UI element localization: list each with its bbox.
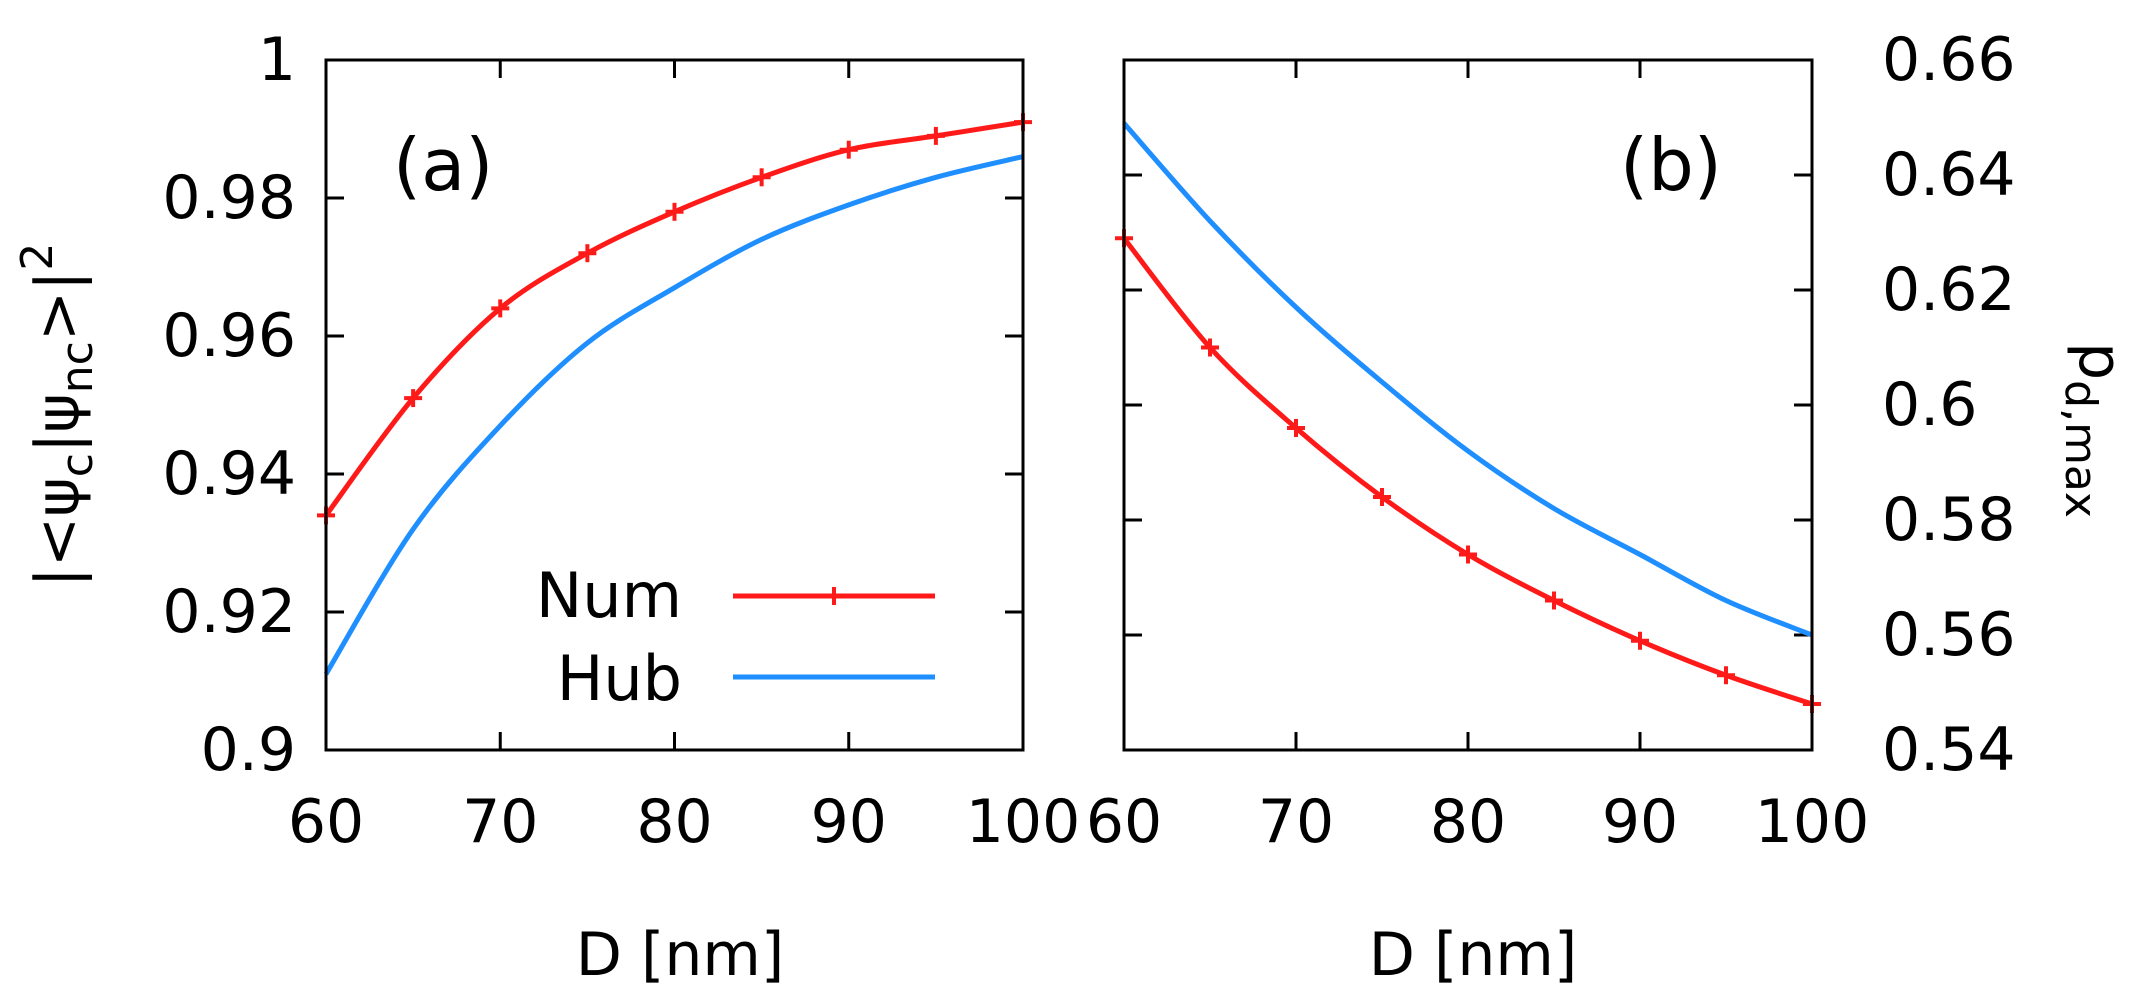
legend-label-num: Num [536, 559, 682, 632]
y-tick-label: 0.54 [1882, 715, 2016, 785]
y-tick-label: 0.56 [1882, 600, 2016, 670]
data-point-num [1545, 591, 1563, 610]
panel-a-y-axis-title: |<ψc|ψnc>|2 [12, 243, 103, 588]
data-point-num [578, 244, 597, 263]
data-point-num [665, 202, 684, 221]
panel-a-x-tick-labels: 60 70 80 90 100 [288, 787, 1080, 857]
y-tick-label: 1 [258, 25, 296, 95]
data-point-num [1373, 488, 1391, 506]
y-tick-label: 0.94 [162, 439, 296, 509]
y-tick-label: 0.64 [1882, 140, 2016, 210]
legend-marker-cross [825, 587, 843, 605]
series-line-num [323, 119, 1024, 517]
x-tick-label: 80 [636, 787, 712, 857]
x-tick-label: 100 [1755, 787, 1870, 857]
y-tick-label: 0.96 [162, 301, 296, 371]
y-tick-label: 0.58 [1882, 485, 2016, 555]
y-tick-label: 0.98 [162, 163, 296, 233]
x-tick-label: 60 [288, 787, 364, 857]
x-tick-label: 100 [966, 787, 1081, 857]
y-tick-label: 0.62 [1882, 255, 2016, 325]
panel-b-label: (b) [1620, 123, 1722, 207]
panel-a-y-tick-labels: 0.9 0.92 0.94 0.96 0.98 1 [162, 25, 296, 785]
series-line-hub [1122, 121, 1813, 638]
panel-b-frame [1122, 58, 1814, 752]
data-point-num [1459, 545, 1477, 564]
data-point-num [1717, 666, 1735, 685]
panel-a-label: (a) [393, 123, 493, 207]
data-point-num [752, 168, 771, 187]
data-point-num [404, 389, 423, 408]
data-point-num [1287, 419, 1305, 437]
panel-b-x-tick-labels: 60 70 80 90 100 [1086, 787, 1869, 857]
x-tick-label: 80 [1430, 787, 1506, 857]
x-tick-label: 60 [1086, 787, 1162, 857]
x-tick-label: 70 [1258, 787, 1334, 857]
panel-a-x-axis-title: D [nm] [576, 920, 785, 990]
legend: Num Hub [536, 559, 935, 715]
data-point-num [1201, 338, 1219, 357]
data-point-num [926, 126, 945, 145]
panel-a: 0.9 0.92 0.94 0.96 0.98 1 60 70 80 90 100 (a) D [… [12, 25, 1080, 990]
y-tick-label: 0.92 [162, 577, 296, 647]
x-tick-label: 90 [1602, 787, 1678, 857]
series-line-hub [323, 154, 1024, 676]
x-tick-label: 70 [462, 787, 538, 857]
y-tick-label: 0.6 [1882, 370, 1977, 440]
x-tick-label: 90 [811, 787, 887, 857]
data-point-num [1631, 631, 1649, 650]
legend-marker-num [825, 587, 843, 605]
data-point-num [491, 299, 510, 318]
panel-b-series [1115, 121, 1821, 713]
y-tick-label: 0.66 [1882, 25, 2016, 95]
y-tick-label: 0.9 [201, 715, 296, 785]
legend-label-hub: Hub [557, 642, 682, 715]
panel-b-x-axis-title: D [nm] [1369, 920, 1578, 990]
panel-b-y-tick-labels: 0.54 0.56 0.58 0.6 0.62 0.64 0.66 [1882, 25, 2016, 785]
data-point-num [839, 140, 858, 159]
panel-b-y-axis-title: pd,max [2055, 342, 2135, 518]
panel-a-frame [324, 58, 1025, 752]
panel-b: 0.540.560.580.60.620.640.66 60 70 80 90 100 … [1086, 25, 2135, 990]
series-line-num [1122, 236, 1813, 707]
